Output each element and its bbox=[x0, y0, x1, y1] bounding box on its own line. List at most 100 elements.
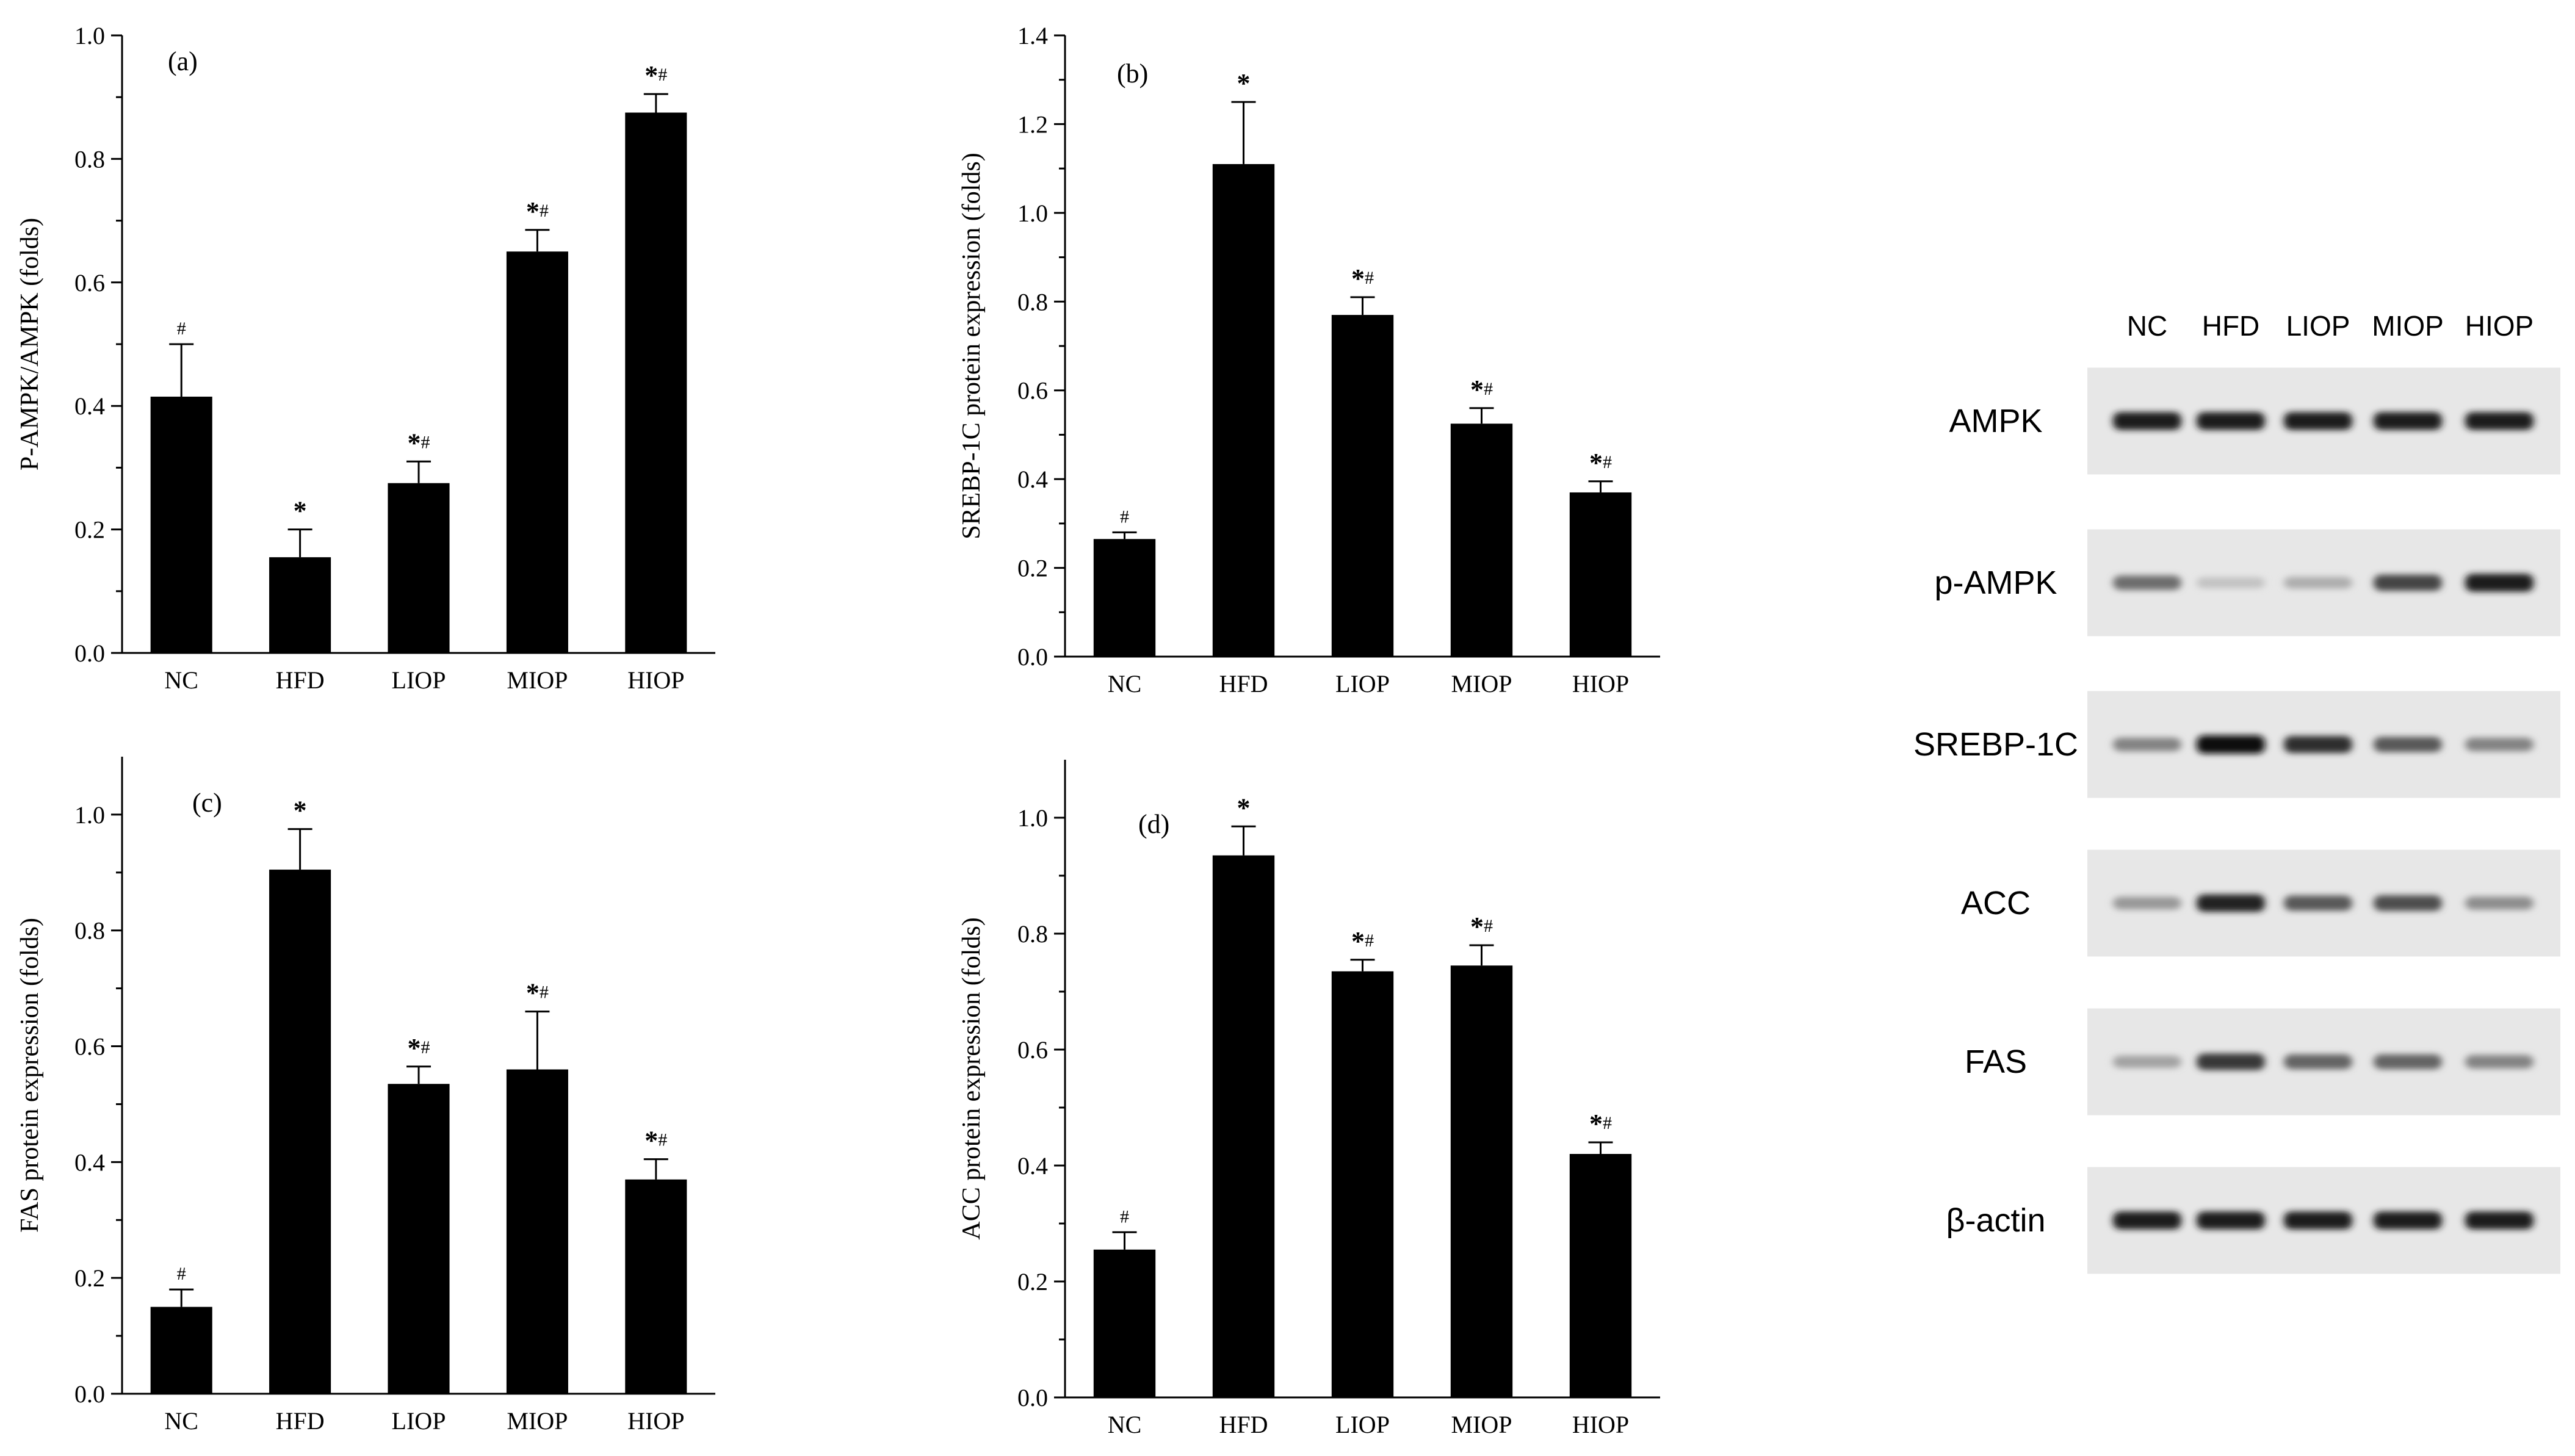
category-label: LIOP bbox=[1335, 1411, 1390, 1438]
bar-nc bbox=[1093, 1249, 1156, 1397]
category-label: MIOP bbox=[1451, 670, 1512, 697]
blot-band bbox=[2113, 1055, 2181, 1069]
blot-band bbox=[2465, 1211, 2533, 1230]
bar-hfd bbox=[1212, 164, 1275, 657]
blot-row: FAS bbox=[1965, 1008, 2560, 1115]
category-label: HFD bbox=[276, 1407, 325, 1435]
blot-band bbox=[2465, 1054, 2533, 1069]
y-tick-label: 0.6 bbox=[74, 269, 105, 297]
category-label: NC bbox=[1108, 670, 1142, 697]
bar-liop bbox=[388, 483, 450, 653]
y-tick-label: 0.4 bbox=[74, 392, 105, 420]
bar-hiop bbox=[625, 1179, 687, 1394]
panel-label: (d) bbox=[1138, 809, 1169, 839]
lane-label: LIOP bbox=[2286, 310, 2350, 342]
blot-band bbox=[2113, 737, 2181, 752]
blot-band bbox=[2197, 577, 2265, 589]
category-label: NC bbox=[1108, 1411, 1142, 1438]
bar-miop bbox=[506, 1069, 568, 1394]
blot-band bbox=[2374, 737, 2442, 752]
blot-row: SREBP-1C bbox=[1913, 691, 2560, 798]
category-label: MIOP bbox=[1451, 1411, 1512, 1438]
bar-liop bbox=[388, 1084, 450, 1394]
blot-band bbox=[2374, 412, 2442, 430]
blot-band bbox=[2197, 894, 2265, 912]
lane-label: MIOP bbox=[2372, 310, 2444, 342]
category-label: HFD bbox=[1219, 1411, 1268, 1438]
blot-row-label: ACC bbox=[1961, 885, 2031, 921]
significance-mark: # bbox=[1120, 506, 1129, 527]
significance-mark: *# bbox=[1351, 926, 1374, 956]
significance-mark: * bbox=[1237, 793, 1251, 823]
bar-hiop bbox=[625, 112, 687, 653]
significance-mark: * bbox=[1237, 68, 1251, 98]
blot-band bbox=[2374, 1211, 2442, 1230]
blot-band bbox=[2374, 574, 2442, 591]
y-tick-label: 0.6 bbox=[74, 1033, 105, 1061]
panel-label: (b) bbox=[1117, 59, 1148, 88]
blot-band bbox=[2113, 896, 2181, 910]
significance-mark: *# bbox=[1589, 448, 1612, 478]
blot-band bbox=[2284, 1054, 2352, 1070]
bar-liop bbox=[1331, 315, 1394, 657]
y-tick-label: 0.0 bbox=[1017, 643, 1048, 671]
bar-miop bbox=[1450, 965, 1513, 1397]
y-axis-label: FAS protein expression (folds) bbox=[16, 918, 44, 1233]
y-tick-label: 0.8 bbox=[1017, 288, 1048, 315]
significance-mark: *# bbox=[1470, 912, 1493, 942]
y-tick-label: 0.0 bbox=[1017, 1384, 1048, 1411]
chart-panel-0: 0.0 0.2 0.4 0.6 0.8 1.0 # NC * HFD *# LIOP *# MIOP *# H… bbox=[16, 22, 715, 694]
y-tick-label: 0.0 bbox=[74, 640, 105, 667]
bar-nc bbox=[150, 397, 212, 653]
significance-mark: *# bbox=[1470, 375, 1493, 405]
category-label: HIOP bbox=[627, 1407, 684, 1435]
y-tick-label: 0.4 bbox=[74, 1148, 105, 1176]
y-axis-label: P-AMPK/AMPK (folds) bbox=[16, 218, 44, 470]
blot-row: β-actin bbox=[1946, 1167, 2560, 1274]
bar-nc bbox=[150, 1306, 212, 1394]
y-tick-label: 1.0 bbox=[1017, 804, 1048, 832]
y-axis-label: SREBP-1C protein expression (folds) bbox=[958, 153, 986, 539]
y-axis-label: ACC protein expression (folds) bbox=[958, 917, 986, 1239]
blot-row-label: AMPK bbox=[1949, 403, 2042, 439]
blot-row-label: p-AMPK bbox=[1934, 564, 2057, 601]
bar-hfd bbox=[1212, 855, 1275, 1397]
category-label: LIOP bbox=[392, 666, 446, 694]
significance-mark: * bbox=[294, 496, 307, 526]
blot-band bbox=[2284, 736, 2352, 753]
blot-row-label: β-actin bbox=[1946, 1202, 2045, 1239]
significance-mark: *# bbox=[645, 60, 667, 90]
significance-mark: *# bbox=[526, 978, 549, 1008]
bar-nc bbox=[1093, 539, 1156, 657]
category-label: NC bbox=[164, 666, 198, 694]
significance-mark: * bbox=[294, 796, 307, 826]
y-tick-label: 0.6 bbox=[1017, 377, 1048, 405]
y-tick-label: 0.8 bbox=[74, 917, 105, 945]
y-tick-label: 0.2 bbox=[74, 1264, 105, 1292]
category-label: HIOP bbox=[627, 666, 684, 694]
blot-band bbox=[2374, 1054, 2442, 1070]
blot-row-label: SREBP-1C bbox=[1913, 726, 2078, 763]
blot-band bbox=[2284, 1211, 2352, 1230]
blot-band bbox=[2197, 735, 2265, 754]
category-label: HFD bbox=[1219, 670, 1268, 697]
category-label: HIOP bbox=[1572, 670, 1629, 697]
blot-band bbox=[2284, 412, 2352, 430]
category-label: MIOP bbox=[507, 666, 568, 694]
significance-mark: *# bbox=[645, 1126, 667, 1156]
bar-hiop bbox=[1569, 492, 1632, 657]
bar-hfd bbox=[269, 870, 331, 1394]
significance-mark: *# bbox=[1589, 1109, 1612, 1139]
category-label: NC bbox=[164, 1407, 198, 1435]
y-tick-label: 0.4 bbox=[1017, 466, 1048, 493]
blot-row: AMPK bbox=[1949, 367, 2560, 475]
chart-panel-2: 0.0 0.2 0.4 0.6 0.8 1.0 # NC * HFD *# LIOP *# MIOP *# H… bbox=[16, 757, 715, 1435]
blot-band bbox=[2374, 895, 2442, 911]
significance-mark: *# bbox=[408, 1033, 430, 1063]
category-label: MIOP bbox=[507, 1407, 568, 1435]
blot-band bbox=[2465, 896, 2533, 910]
significance-mark: # bbox=[177, 1264, 186, 1284]
blot-band bbox=[2284, 577, 2352, 589]
bar-liop bbox=[1331, 971, 1394, 1397]
